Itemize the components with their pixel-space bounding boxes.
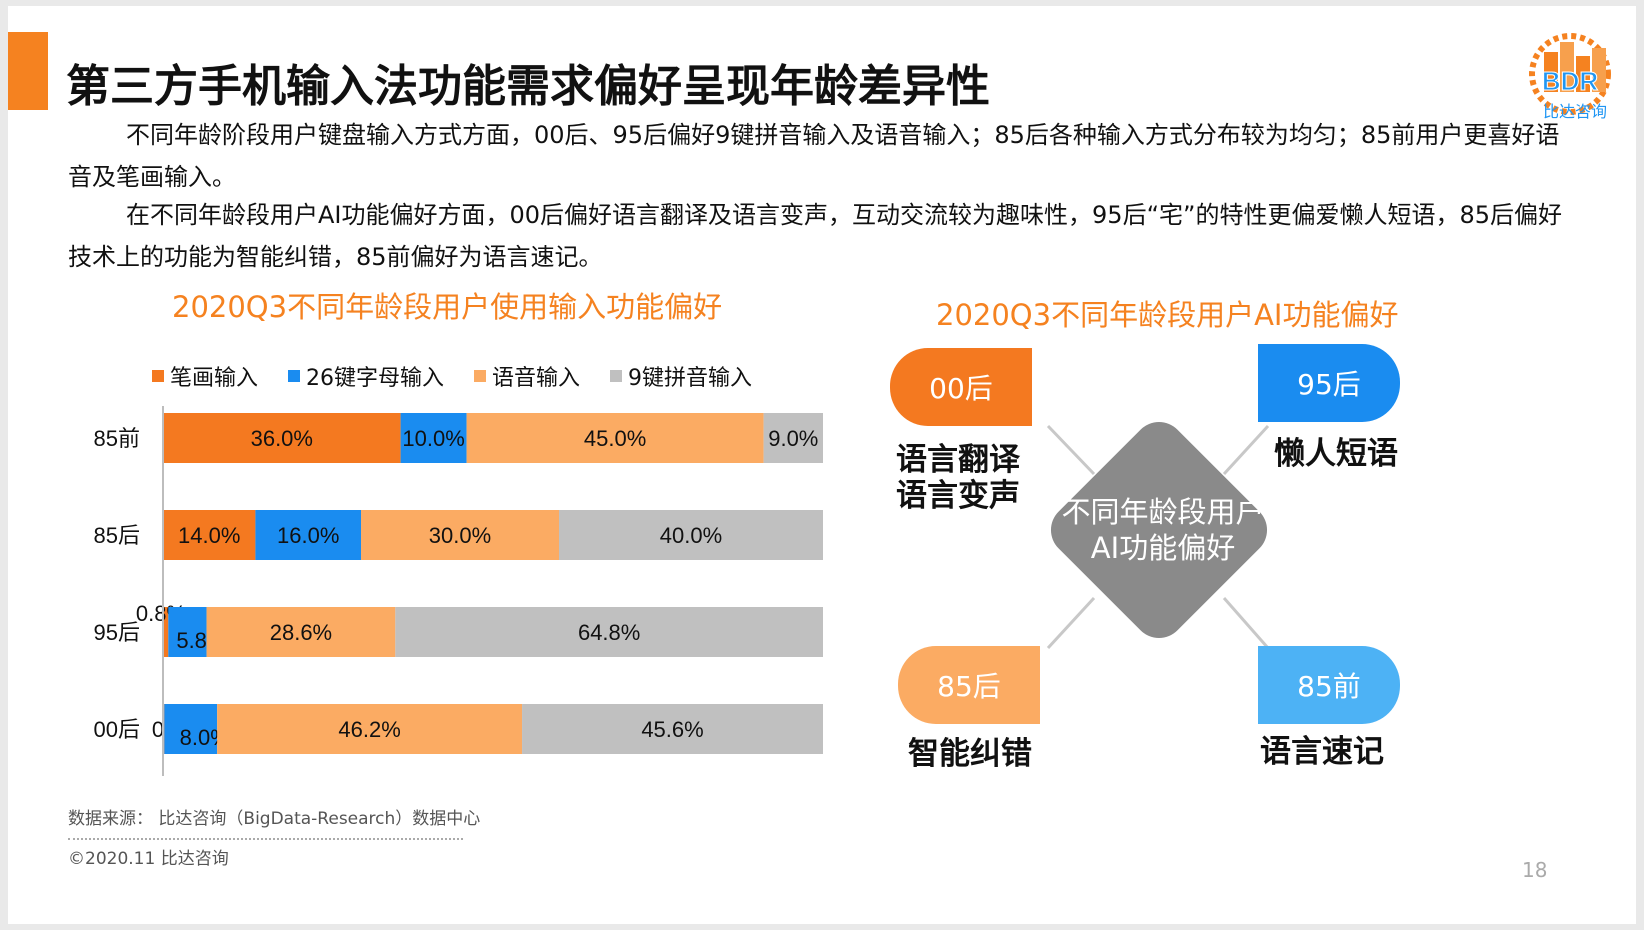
legend-item: 语音输入 bbox=[474, 360, 580, 392]
legend-label: 9键拼音输入 bbox=[628, 366, 753, 391]
bar-segment bbox=[522, 704, 823, 754]
bar-segment bbox=[400, 413, 467, 463]
logo-subtext: 比达咨询 bbox=[1543, 102, 1608, 121]
bar-segment bbox=[559, 510, 823, 560]
bar-segment bbox=[466, 413, 764, 463]
center-diamond bbox=[1050, 421, 1268, 639]
connector-line bbox=[1046, 424, 1096, 476]
legend-item: 9键拼音输入 bbox=[610, 360, 752, 392]
bar-segment bbox=[763, 413, 823, 463]
center-label: 不同年龄段用户 AI功能偏好 bbox=[1043, 494, 1283, 566]
legend-label: 笔画输入 bbox=[170, 366, 259, 391]
connector-line bbox=[1222, 424, 1270, 476]
legend-swatch bbox=[152, 370, 164, 382]
data-label: 9.0% bbox=[768, 426, 818, 451]
category-label: 95后 bbox=[94, 620, 140, 645]
legend-swatch bbox=[288, 370, 301, 382]
feature-voice-change: 语言变声 bbox=[896, 478, 1020, 514]
data-label: 45.0% bbox=[584, 426, 646, 451]
bar-chart-title: 2020Q3不同年龄段用户使用输入功能偏好 bbox=[172, 290, 723, 324]
feature-voice-shorthand: 语言速记 bbox=[1260, 734, 1384, 770]
data-source: 数据来源： 比达咨询（BigData-Research）数据中心 bbox=[68, 809, 481, 829]
badge-85-after: 85后 bbox=[898, 646, 1040, 724]
bar-segment bbox=[395, 607, 823, 657]
legend-swatch bbox=[474, 370, 487, 382]
category-label: 85后 bbox=[94, 523, 140, 548]
data-label: 36.0% bbox=[251, 426, 313, 451]
data-label: 14.0% bbox=[178, 523, 240, 548]
feature-label-85-before: 语言速记 bbox=[1260, 734, 1384, 770]
title-accent-bar bbox=[8, 32, 48, 110]
data-label: 40.0% bbox=[660, 523, 722, 548]
data-label: 28.6% bbox=[270, 620, 332, 645]
center-label-line1: 不同年龄段用户 bbox=[1061, 495, 1265, 529]
data-label: 10.0% bbox=[402, 426, 464, 451]
data-label: 16.0% bbox=[277, 523, 339, 548]
feature-lazy-phrases: 懒人短语 bbox=[1274, 436, 1398, 472]
footer-divider bbox=[68, 838, 463, 840]
bar-segment bbox=[361, 510, 559, 560]
data-label: 30.0% bbox=[429, 523, 491, 548]
bar-segment bbox=[163, 607, 169, 657]
copyright: ©2020.11 比达咨询 bbox=[68, 849, 229, 869]
bar-segment bbox=[164, 704, 218, 754]
bar-segment bbox=[217, 704, 523, 754]
feature-smart-correct: 智能纠错 bbox=[908, 736, 1032, 772]
badge-85-before: 85前 bbox=[1258, 646, 1400, 724]
badge-95: 95后 bbox=[1258, 344, 1400, 422]
bar-segment bbox=[255, 510, 361, 560]
data-label: 64.8% bbox=[578, 620, 640, 645]
page-number: 18 bbox=[1522, 858, 1548, 882]
bar-segment bbox=[163, 510, 256, 560]
page-title: 第三方手机输入法功能需求偏好呈现年龄差异性 bbox=[66, 61, 990, 112]
slide: 第三方手机输入法功能需求偏好呈现年龄差异性 BDR 比达咨询 不同年龄阶段用户键… bbox=[8, 6, 1636, 924]
ai-chart-title: 2020Q3不同年龄段用户AI功能偏好 bbox=[936, 298, 1399, 332]
stacked-bar-chart: 36.0% 10.0% 45.0% 9.0% 85前 14.0% 16.0% 30.0% 40.… bbox=[94, 406, 823, 776]
connector-line bbox=[1046, 596, 1096, 650]
bdr-logo-icon: BDR bbox=[1529, 33, 1611, 115]
paragraph-ai-features: 在不同年龄段用户AI功能偏好方面，00后偏好语言翻译及语言变声，互动交流较为趣味… bbox=[68, 201, 1562, 271]
data-label: 45.6% bbox=[641, 717, 703, 742]
legend-item: 26键字母输入 bbox=[288, 360, 444, 392]
bar-segment bbox=[163, 413, 401, 463]
ai-preference-diagram bbox=[1046, 421, 1270, 650]
badge-00: 00后 bbox=[890, 348, 1032, 426]
paragraph-input-methods: 不同年龄阶段用户键盘输入方式方面，00后、95后偏好9键拼音输入及语音输入；85… bbox=[68, 121, 1560, 191]
bar-chart-legend: 笔画输入 26键字母输入 语音输入 9键拼音输入 bbox=[152, 360, 752, 392]
legend-label: 26键字母输入 bbox=[306, 366, 445, 391]
connector-line bbox=[1222, 597, 1270, 649]
legend-item: 笔画输入 bbox=[152, 360, 258, 392]
bar-segment bbox=[206, 607, 396, 657]
bar-segment bbox=[168, 607, 207, 657]
logo-text: BDR bbox=[1542, 66, 1599, 96]
feature-label-85-after: 智能纠错 bbox=[908, 736, 1032, 772]
feature-label-00: 语言翻译 语言变声 bbox=[896, 442, 1020, 514]
data-label: 46.2% bbox=[338, 717, 400, 742]
feature-label-95: 懒人短语 bbox=[1274, 436, 1398, 472]
category-label: 85前 bbox=[94, 426, 140, 451]
legend-swatch bbox=[610, 370, 623, 382]
legend-label: 语音输入 bbox=[492, 366, 581, 391]
category-label: 00后 bbox=[94, 717, 140, 742]
feature-translate: 语言翻译 bbox=[896, 442, 1020, 478]
center-label-line2: AI功能偏好 bbox=[1090, 531, 1236, 565]
